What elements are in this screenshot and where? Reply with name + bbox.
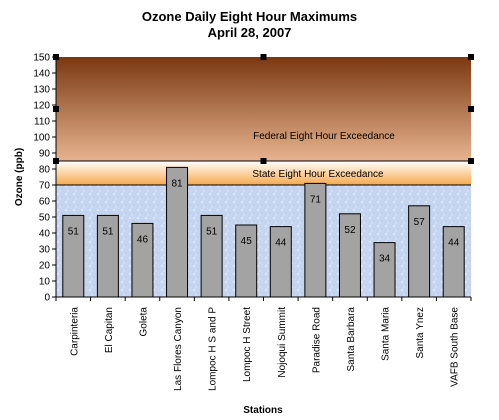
below-standard-area xyxy=(56,185,471,297)
category-label: Santa Ynez xyxy=(415,307,426,359)
y-tick-label: 50 xyxy=(39,213,51,224)
bar-value-label: 51 xyxy=(68,226,80,237)
category-label: Las Flores Canyon xyxy=(173,307,184,391)
y-tick-label: 0 xyxy=(44,293,50,304)
bar-value-label: 44 xyxy=(275,238,287,249)
y-tick-label: 150 xyxy=(33,53,50,64)
bar-value-label: 51 xyxy=(102,226,114,237)
chart-subtitle: April 28, 2007 xyxy=(207,25,292,40)
y-tick-label: 90 xyxy=(39,149,51,160)
y-tick-label: 20 xyxy=(39,261,51,272)
bar-value-label: 45 xyxy=(241,236,253,247)
y-tick-label: 70 xyxy=(39,181,51,192)
y-tick-label: 10 xyxy=(39,277,51,288)
bar xyxy=(373,242,396,298)
y-tick-label: 60 xyxy=(39,197,51,208)
y-tick-label: 30 xyxy=(39,245,51,256)
bar-value-label: 81 xyxy=(171,178,183,189)
selection-handle xyxy=(260,54,267,60)
category-label: Lompoc H S and P xyxy=(208,307,219,391)
category-label: El Capitan xyxy=(104,307,115,353)
state-band-label: State Eight Hour Exceedance xyxy=(252,169,384,180)
category-label: Carpinteria xyxy=(69,307,80,356)
y-tick-label: 120 xyxy=(33,101,50,112)
bar-value-label: 34 xyxy=(379,254,391,265)
y-tick-label: 40 xyxy=(39,229,51,240)
chart-title: Ozone Daily Eight Hour Maximums xyxy=(141,9,358,24)
category-label: Paradise Road xyxy=(311,307,322,373)
bar-value-label: 51 xyxy=(206,226,218,237)
category-label: VAFB South Base xyxy=(450,307,461,387)
federal-exceedance-band xyxy=(56,57,471,161)
y-tick-label: 130 xyxy=(33,85,50,96)
y-tick-label: 100 xyxy=(33,133,50,144)
state-exceedance-band xyxy=(56,161,471,185)
bar-value-label: 57 xyxy=(414,217,426,228)
category-label: Santa Maria xyxy=(381,307,392,361)
y-tick-label: 80 xyxy=(39,165,51,176)
category-label: Lompoc H Street xyxy=(242,307,253,382)
category-label: Santa Barbara xyxy=(346,307,357,372)
selection-handle xyxy=(468,54,474,60)
bar-value-label: 44 xyxy=(448,238,460,249)
bar-value-label: 46 xyxy=(137,234,149,245)
y-axis-title: Ozone (ppb) xyxy=(14,148,25,206)
y-tick-label: 110 xyxy=(34,117,50,128)
y-tick-label: 140 xyxy=(33,69,50,80)
x-axis-title: Stations xyxy=(243,405,283,416)
federal-band-label: Federal Eight Hour Exceedance xyxy=(253,131,395,142)
category-label: Goleta xyxy=(138,307,149,337)
category-label: Nojoqui Summit xyxy=(277,307,288,378)
bar-value-label: 52 xyxy=(344,225,356,236)
bar-value-label: 71 xyxy=(310,194,322,205)
selection-handle xyxy=(260,158,267,164)
selection-handle xyxy=(468,158,474,164)
selection-handle xyxy=(468,106,474,112)
